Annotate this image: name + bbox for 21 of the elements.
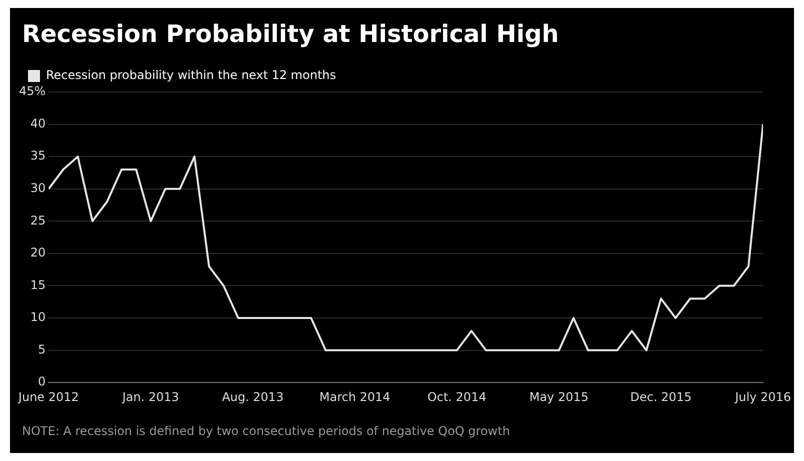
y-tick-label: 5 — [38, 342, 46, 356]
y-tick-label: 35 — [30, 148, 46, 163]
x-tick-label: Oct. 2014 — [427, 390, 486, 404]
text: NOTE: A recession is defined by two consecutive periods of negative QoQ growth — [22, 424, 510, 438]
x-tick-label: July 2016 — [734, 390, 791, 404]
x-tick-label: June 2012 — [17, 390, 79, 404]
x-tick-label: Jan. 2013 — [121, 390, 180, 404]
y-tick-label: 0 — [38, 374, 46, 389]
y-tick-label: 45% — [19, 84, 46, 98]
y-tick-label: 25 — [30, 213, 46, 228]
y-tick-label: 30 — [30, 180, 46, 195]
x-tick-label: Aug. 2013 — [222, 390, 284, 404]
y-tick-label: 10 — [30, 310, 46, 324]
x-tick-label: March 2014 — [319, 390, 390, 404]
x-tick-label: May 2015 — [529, 390, 589, 404]
y-tick-label: 15 — [30, 278, 46, 292]
chart-title: Recession Probability at Historical High — [22, 20, 559, 48]
y-tick-label: 40 — [30, 116, 46, 130]
x-tick-label: Dec. 2015 — [630, 390, 692, 404]
y-tick-label: 20 — [30, 246, 46, 260]
legend-label: Recession probability within the next 12 months — [46, 68, 336, 82]
